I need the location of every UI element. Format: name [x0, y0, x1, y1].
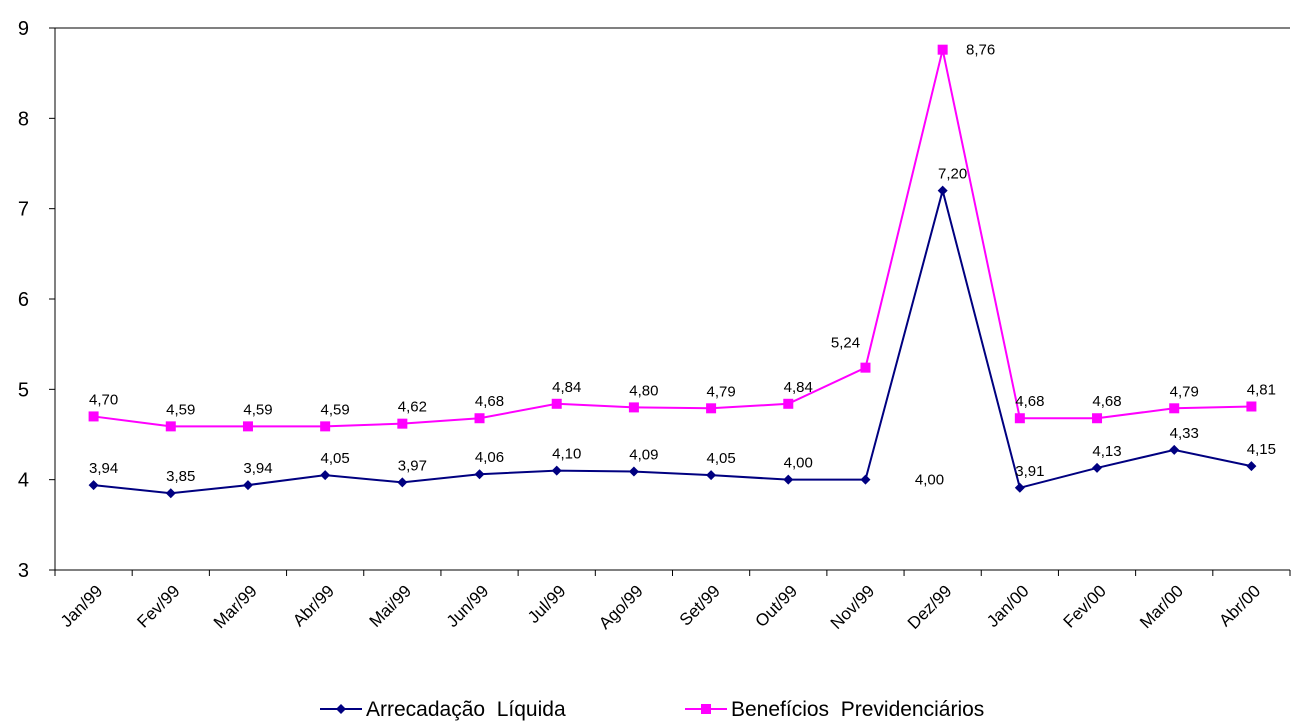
data-label: 4,59 [321, 401, 350, 418]
y-tick-label: 7 [18, 199, 29, 221]
x-tick-label: Abr/00 [1215, 581, 1264, 630]
data-label: 4,79 [706, 383, 735, 400]
point [1169, 403, 1180, 414]
point [1169, 444, 1180, 455]
point [474, 413, 485, 424]
point [474, 469, 485, 480]
point [242, 421, 253, 432]
y-tick-label: 9 [18, 18, 29, 40]
legend-label: Arrecadação Líquida [366, 698, 566, 721]
x-tick-label: Dez/99 [904, 581, 956, 633]
data-label: 4,84 [552, 379, 581, 396]
x-tick-label: Mai/99 [366, 581, 416, 631]
series-line [93, 186, 1252, 495]
point [628, 466, 639, 477]
x-tick-label: Jan/99 [57, 581, 107, 631]
x-tick-label: Jan/00 [983, 581, 1033, 631]
point [320, 470, 331, 481]
data-label: 4,70 [89, 391, 118, 408]
data-label: 4,62 [398, 399, 427, 416]
x-tick-label: Jun/99 [443, 581, 493, 631]
series-line [93, 49, 1252, 428]
data-label: 4,81 [1247, 381, 1276, 398]
data-label: 4,13 [1092, 443, 1121, 460]
point [551, 465, 562, 476]
data-label: 3,94 [243, 460, 272, 477]
point [1246, 461, 1257, 472]
point [783, 398, 794, 409]
x-tick-label: Out/99 [752, 581, 802, 631]
data-label: 4,68 [1015, 393, 1044, 410]
point [783, 474, 794, 485]
data-label: 3,91 [1015, 463, 1044, 480]
y-tick-label: 8 [18, 108, 29, 130]
x-tick-label: Mar/00 [1136, 581, 1187, 632]
data-label: 5,24 [831, 335, 860, 352]
x-tick-label: Ago/99 [595, 581, 647, 633]
x-tick-label: Jul/99 [524, 581, 570, 627]
point [1246, 401, 1257, 412]
point [706, 470, 717, 481]
x-tick-label: Set/99 [676, 581, 724, 629]
data-label: 4,05 [321, 450, 350, 467]
x-tick-label: Mar/99 [210, 581, 261, 632]
data-label: 4,68 [475, 393, 504, 410]
x-tick-label: Fev/99 [133, 581, 183, 631]
y-tick-label: 4 [18, 470, 29, 492]
data-label: 4,06 [475, 449, 504, 466]
y-tick-label: 5 [18, 379, 29, 401]
data-label: 8,76 [966, 42, 995, 59]
x-tick-label: Nov/99 [827, 581, 879, 633]
point [242, 480, 253, 491]
data-label: 3,85 [166, 468, 195, 485]
data-label: 4,00 [915, 472, 944, 489]
point [165, 421, 176, 432]
x-tick-label: Abr/99 [289, 581, 338, 630]
point [860, 474, 871, 485]
data-label: 3,97 [398, 457, 427, 474]
data-label: 4,33 [1170, 425, 1199, 442]
point [88, 411, 99, 422]
y-tick-label: 3 [18, 560, 29, 582]
data-label: 4,10 [552, 446, 581, 463]
point [706, 403, 717, 414]
point [320, 421, 331, 432]
point [1092, 462, 1103, 473]
point [165, 488, 176, 499]
data-label: 4,59 [243, 401, 272, 418]
point [860, 362, 871, 373]
x-tick-label: Fev/00 [1060, 581, 1110, 631]
point [397, 477, 408, 488]
data-label: 4,15 [1247, 441, 1276, 458]
data-label: 4,84 [784, 379, 813, 396]
point [937, 185, 948, 196]
data-label: 4,79 [1170, 383, 1199, 400]
point [937, 44, 948, 55]
point [1014, 413, 1025, 424]
point [336, 704, 346, 714]
point [551, 398, 562, 409]
data-label: 4,00 [784, 455, 813, 472]
data-label: 4,09 [629, 447, 658, 464]
data-label: 3,94 [89, 460, 118, 477]
point [88, 480, 99, 491]
point [1014, 482, 1025, 493]
data-label: 4,59 [166, 401, 195, 418]
point [397, 418, 408, 429]
data-label: 4,68 [1092, 393, 1121, 410]
data-label: 7,20 [938, 166, 967, 183]
legend-label: Benefícios Previdenciários [731, 698, 984, 721]
point [1092, 413, 1103, 424]
data-label: 4,80 [629, 382, 658, 399]
data-label: 4,05 [706, 450, 735, 467]
point [701, 704, 711, 714]
y-tick-label: 6 [18, 289, 29, 311]
point [628, 402, 639, 413]
